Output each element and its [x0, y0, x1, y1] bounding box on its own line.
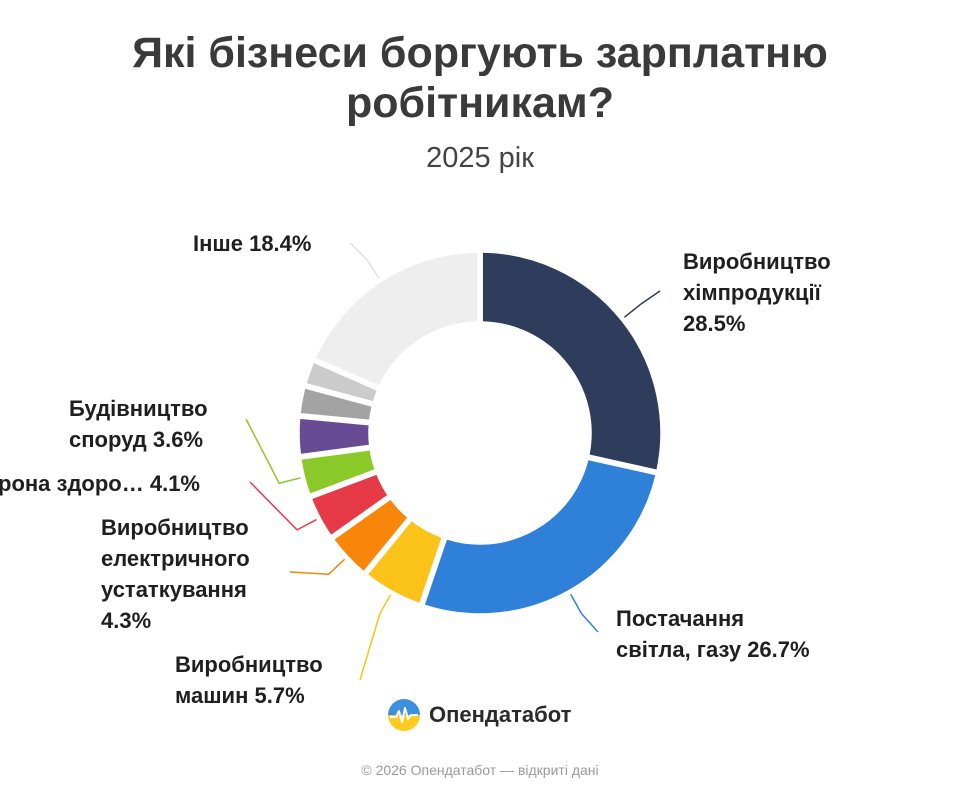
leader-line-3: [289, 558, 346, 575]
slice-label-line: 28.5%: [683, 311, 746, 336]
footer-copyright: © 2026 Опендатабот — відкриті дані: [361, 762, 599, 778]
leader-line-6: [349, 242, 380, 279]
slice-label-line: електричного: [101, 546, 250, 571]
chart-title-line-2: робітникам?: [345, 79, 614, 127]
donut-slice-4: [310, 473, 389, 537]
slice-label-line: світла, газу 26.7%: [616, 637, 810, 662]
donut-slice-9: [314, 251, 479, 388]
slice-label-line: рона здоро… 4.1%: [0, 471, 200, 496]
leader-line-2: [359, 594, 392, 681]
slice-label-line: машин 5.7%: [175, 683, 305, 708]
slice-label-machinery: Виробництво машин 5.7%: [175, 649, 323, 711]
donut-slice-3: [332, 498, 409, 573]
slice-label-chemicals: Виробництво хімпродукції 28.5%: [683, 246, 831, 339]
slice-label-utilities: Постачання світла, газу 26.7%: [616, 603, 810, 665]
slice-label-line: устаткування: [101, 577, 247, 602]
slice-label-electrical: Виробництво електричного устаткування 4.…: [101, 512, 250, 636]
donut-slice-8: [305, 361, 379, 403]
slice-label-other: Інше 18.4%: [193, 228, 311, 259]
chart-title: Які бізнеси боргують зарплатню робітника…: [0, 28, 960, 128]
leader-line-1: [569, 593, 599, 633]
slice-label-line: Інше 18.4%: [193, 231, 312, 256]
slice-label-health: рона здоро… 4.1%: [0, 468, 200, 499]
donut-slice-5: [300, 449, 377, 496]
chart-title-line-1: Які бізнеси боргують зарплатню: [132, 29, 828, 77]
donut-slice-0: [481, 251, 662, 472]
slice-label-line: Будівництво: [69, 396, 208, 421]
slice-label-line: хімпродукції: [683, 280, 821, 305]
leader-line-4: [249, 481, 317, 531]
slice-label-line: Виробництво: [101, 515, 249, 540]
donut-slice-1: [423, 458, 657, 615]
slice-label-construction: Будівництво споруд 3.6%: [69, 393, 208, 455]
leader-line-5: [245, 418, 301, 485]
slice-label-line: Виробництво: [175, 652, 323, 677]
donut-slice-7: [299, 387, 374, 422]
opendatabot-logo-icon: [388, 699, 420, 731]
brand: Опендатабот: [387, 697, 571, 733]
slice-label-line: Постачання: [616, 606, 745, 631]
leader-line-0: [623, 290, 661, 318]
chart-subtitle: 2025 рік: [426, 142, 534, 174]
brand-name: Опендатабот: [429, 702, 572, 727]
slice-label-line: споруд 3.6%: [69, 427, 204, 452]
donut-slice-2: [366, 519, 444, 605]
slice-label-line: 4.3%: [101, 608, 152, 633]
donut-slice-6: [298, 417, 371, 456]
slice-label-line: Виробництво: [683, 249, 831, 274]
